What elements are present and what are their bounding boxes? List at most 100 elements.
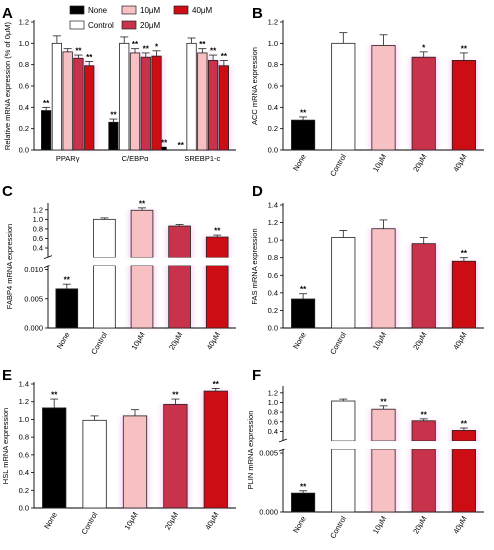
y-tick-label: 0.8 xyxy=(268,60,278,69)
category-label-20-m: 20μM xyxy=(411,515,428,536)
significance-20-m: ** xyxy=(421,410,428,419)
y-tick-label: 1.4 xyxy=(268,201,278,210)
y-tick-label: 0.8 xyxy=(19,433,29,442)
bar-control xyxy=(82,419,107,509)
significance-10-m: ** xyxy=(380,397,387,406)
significance-c-ebp-40-m: * xyxy=(155,42,159,51)
y-tick-label: 1.0 xyxy=(19,39,29,48)
significance-10-m: ** xyxy=(139,199,146,208)
panel-a: A 0.0 0.2 0.4 0.6 0.8 1.0 1.2 Relative mRNA expr… xyxy=(2,5,236,163)
category-label-20-m: 20μM xyxy=(411,153,428,174)
bar-c-ebp-10-m xyxy=(129,52,141,151)
legend-swatch-control xyxy=(69,20,85,30)
significance-srebp1-c-10-m: ** xyxy=(199,40,206,49)
y-axis-label: FAS mRNA expression xyxy=(250,228,259,304)
panel-letter-c: C xyxy=(2,183,13,200)
panel-letter-e: E xyxy=(2,367,12,384)
bar-control-lower xyxy=(93,265,116,329)
bar-ppar-none xyxy=(41,110,52,151)
bar-10-m xyxy=(371,45,396,151)
bar-c-ebp-40-m xyxy=(151,55,162,151)
bar-20-m-lower xyxy=(411,448,436,513)
bar-ppar-20-m xyxy=(73,57,84,151)
y-tick-label: 0.010 xyxy=(24,265,43,274)
significance-none: ** xyxy=(51,391,58,400)
significance-none: ** xyxy=(300,108,307,117)
axis-break-mark xyxy=(278,438,288,443)
y-tick-label: 1.0 xyxy=(268,39,278,48)
category-label-40-m: 40μM xyxy=(203,511,220,532)
significance-ppar-20-m: ** xyxy=(75,47,82,56)
y-tick-label: 1.2 xyxy=(268,388,278,397)
y-tick-label: 0.2 xyxy=(19,124,29,133)
category-label-control: Control xyxy=(89,330,109,356)
bar-10-m xyxy=(371,408,396,442)
category-label-10-m: 10μM xyxy=(129,331,146,352)
bar-c-ebp-20-m xyxy=(140,56,151,151)
category-label-40-m: 40μM xyxy=(451,515,468,536)
category-label-control: Control xyxy=(328,330,348,356)
significance-srebp1-c-none: ** xyxy=(178,141,185,150)
category-label-c-ebp: C/EBPα xyxy=(122,154,150,163)
significance-20-m: ** xyxy=(172,391,179,400)
bar-none xyxy=(291,119,316,151)
legend-swatch-40-m xyxy=(173,5,189,15)
y-tick-label: 0.005 xyxy=(24,294,43,303)
category-label-10-m: 10μM xyxy=(122,511,139,532)
bar-20-m xyxy=(411,56,436,151)
y-tick-label: 0.005 xyxy=(259,449,278,458)
bar-control xyxy=(93,218,116,258)
legend-swatch-none xyxy=(69,5,85,15)
bar-control xyxy=(331,400,356,442)
y-tick-label: 0.8 xyxy=(19,60,29,69)
legend-label-none: None xyxy=(88,6,108,15)
significance-c-ebp-10-m: ** xyxy=(132,40,139,49)
axis-break-mark xyxy=(43,255,53,259)
legend-swatch-20-m xyxy=(121,20,137,30)
y-tick-label: 0.6 xyxy=(268,271,278,280)
y-tick-label: 0.6 xyxy=(33,234,43,243)
significance-c-ebp-20-m: ** xyxy=(143,44,150,53)
bar-40-m xyxy=(203,390,228,509)
bar-srebp1-c-20-m xyxy=(207,60,219,151)
category-label-none: None xyxy=(55,331,72,351)
significance-c-ebp-none: ** xyxy=(110,111,117,120)
category-label-none: None xyxy=(42,511,59,531)
bar-10-m-lower xyxy=(130,265,154,329)
y-tick-label: 0.0 xyxy=(19,504,29,513)
category-label-10-m: 10μM xyxy=(371,515,388,536)
y-tick-label: 0.4 xyxy=(268,103,278,112)
bar-40-m xyxy=(451,60,476,151)
significance-ppar-none: ** xyxy=(43,99,50,108)
legend: None Control 10μM 20μM 40μM xyxy=(69,5,213,30)
y-tick-label: 0.0 xyxy=(268,146,278,155)
category-label-40-m: 40μM xyxy=(451,153,468,174)
category-label-20-m: 20μM xyxy=(163,511,180,532)
bar-20-m xyxy=(411,243,436,329)
category-label-20-m: 20μM xyxy=(411,331,428,352)
panel-letter-b: B xyxy=(252,5,263,22)
y-axis-label: Relative mRNA expression (% of 0μM) xyxy=(3,21,12,150)
category-label-none: None xyxy=(291,331,308,351)
y-tick-label: 0.0 xyxy=(268,324,278,333)
extra-bar xyxy=(161,146,167,150)
panel-f: F 0.40.60.81.01.2 0.000 0.005 PLIN mRNA expr… xyxy=(246,367,485,540)
bar-ppar-10-m xyxy=(62,51,73,151)
category-label-40-m: 40μM xyxy=(451,331,468,352)
y-tick-label: 0.4 xyxy=(268,288,278,297)
y-tick-label: 1.2 xyxy=(268,18,278,27)
significance-40-m: ** xyxy=(213,380,220,389)
significance-srebp1-c-40-m: ** xyxy=(221,52,228,61)
y-axis-label: FABP4 mRNA expression xyxy=(5,224,14,309)
significance-40-m: ** xyxy=(214,227,221,236)
category-label-control: Control xyxy=(79,510,99,536)
legend-label-10-m: 10μM xyxy=(140,6,161,15)
bar-none xyxy=(42,407,67,509)
y-tick-label: 0.4 xyxy=(19,103,29,112)
y-tick-label: 1.0 xyxy=(268,398,278,407)
significance-none: ** xyxy=(64,276,71,285)
axis-break-gap xyxy=(284,441,485,450)
category-label-10-m: 10μM xyxy=(371,331,388,352)
